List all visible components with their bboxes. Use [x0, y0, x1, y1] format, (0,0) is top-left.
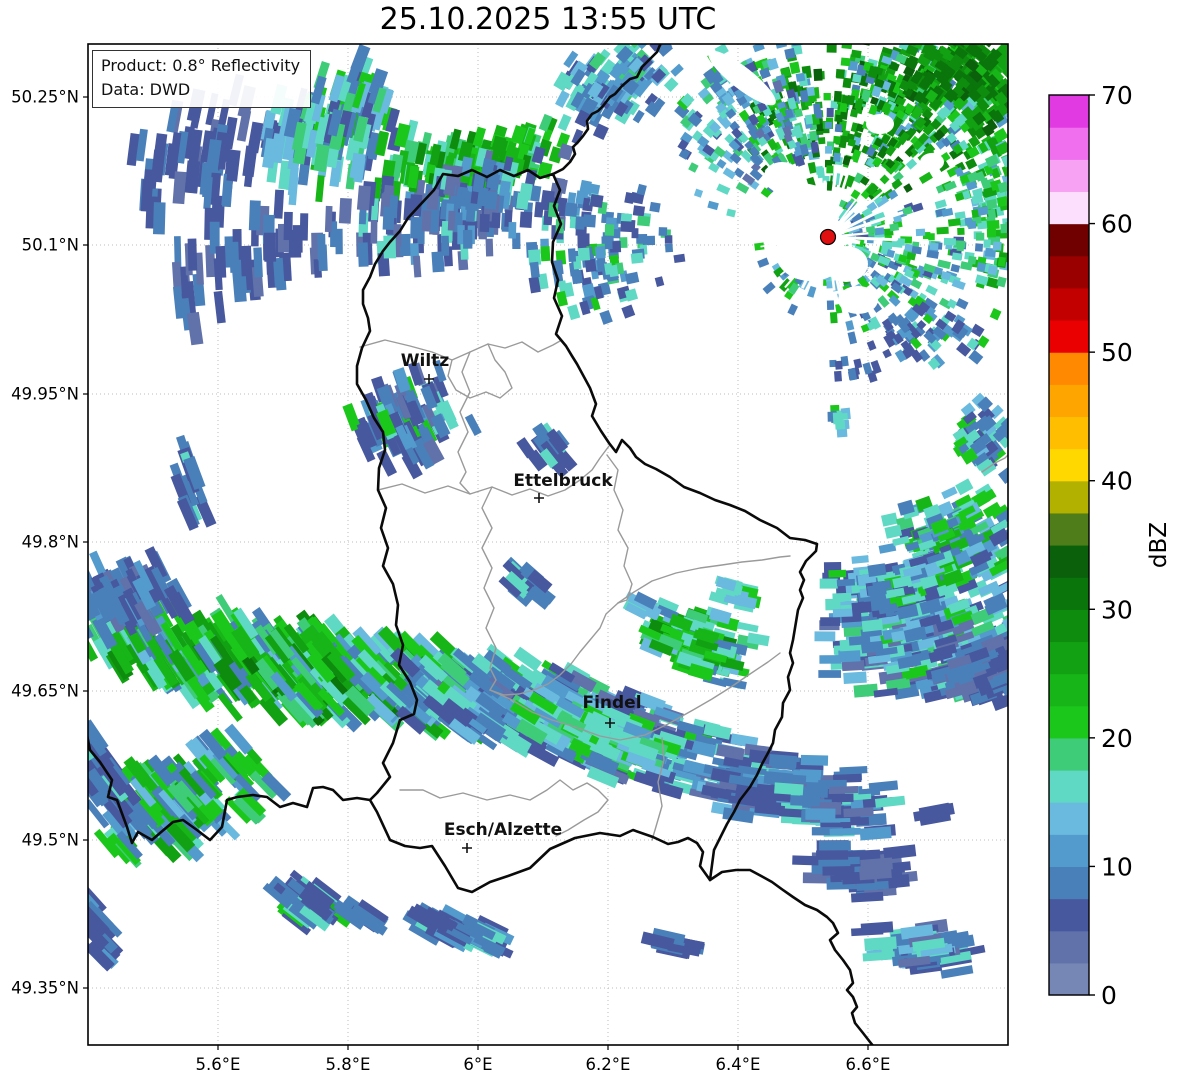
colorbar-tick-label: 70: [1101, 81, 1133, 110]
colorbar-tick-label: 20: [1101, 724, 1133, 753]
data-source-line: Data: DWD: [101, 80, 191, 99]
axis-labels: 50.25°N 50.1°N 49.95°N 49.8°N 49.65°N 49.5°N 4…: [11, 88, 890, 1075]
city-marker: [605, 718, 615, 728]
lat-tick-label: 49.5°N: [22, 831, 79, 850]
city-labels: Wiltz Ettelbruck Findel Esch/Alzette: [401, 351, 642, 853]
lon-tick-label: 6.6°E: [846, 1055, 891, 1074]
colorbar-tick-label: 60: [1101, 210, 1133, 239]
colorbar-tick-label: 30: [1101, 595, 1133, 624]
city-label: Findel: [582, 693, 641, 713]
city-label: Wiltz: [401, 351, 450, 371]
product-line: Product: 0.8° Reflectivity: [101, 56, 301, 75]
lat-tick-label: 49.35°N: [11, 979, 79, 998]
colorbar-unit-label: dBZ: [1146, 522, 1172, 568]
figure-title: 25.10.2025 13:55 UTC: [379, 2, 717, 37]
city-marker: [424, 374, 434, 384]
lon-tick-label: 6.4°E: [716, 1055, 761, 1074]
lon-tick-label: 6.2°E: [586, 1055, 631, 1074]
lon-tick-label: 6°E: [463, 1055, 492, 1074]
colorbar-tick-label: 10: [1101, 852, 1133, 881]
country-borders: [88, 44, 875, 1045]
colorbar: 0 10 20 30 40 50 60 70 dBZ: [1048, 81, 1172, 1010]
lat-tick-label: 49.65°N: [11, 682, 79, 701]
city-label: Ettelbruck: [513, 471, 613, 491]
lat-tick-label: 50.25°N: [11, 88, 79, 107]
product-info-box: Product: 0.8° Reflectivity Data: DWD: [92, 50, 312, 108]
radar-site-marker: [819, 228, 837, 246]
colorbar-tick-label: 0: [1101, 981, 1117, 1010]
lat-tick-label: 49.8°N: [22, 533, 79, 552]
city-label: Esch/Alzette: [444, 820, 562, 840]
colorbar-tick-label: 40: [1101, 467, 1133, 496]
lon-tick-label: 5.8°E: [326, 1055, 371, 1074]
colorbar-tick-label: 50: [1101, 338, 1133, 367]
city-marker: [534, 493, 544, 503]
lat-tick-label: 49.95°N: [11, 385, 79, 404]
lon-tick-label: 5.6°E: [196, 1055, 241, 1074]
city-marker: [462, 843, 472, 853]
region-borders: [359, 339, 1008, 841]
lat-tick-label: 50.1°N: [22, 236, 79, 255]
map-frame: [87, 43, 1009, 1046]
